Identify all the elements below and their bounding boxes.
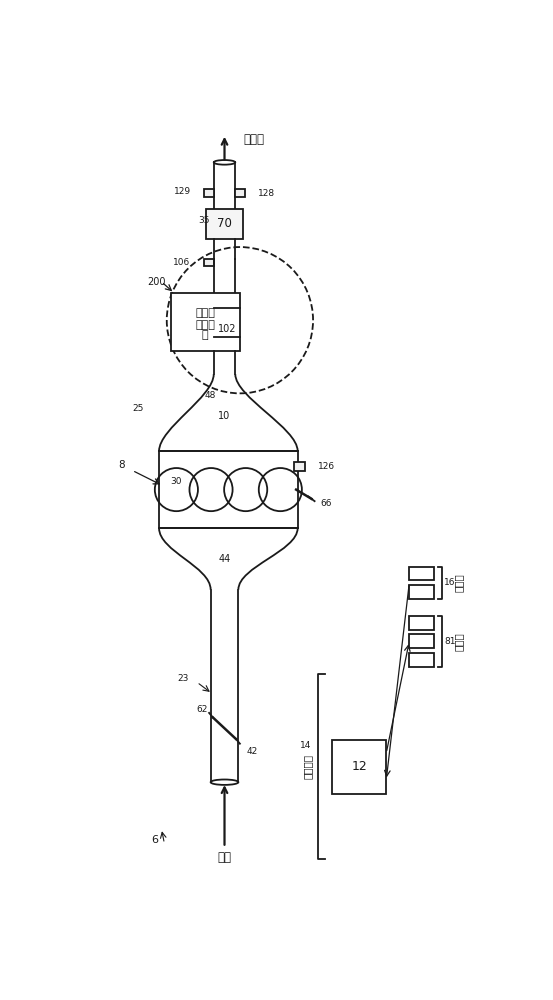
Bar <box>159 451 298 528</box>
Text: 44: 44 <box>218 554 231 564</box>
Text: 42: 42 <box>246 747 257 756</box>
Text: 129: 129 <box>174 187 191 196</box>
Text: 柴油微: 柴油微 <box>195 308 215 318</box>
Bar <box>206 209 243 239</box>
Text: 70: 70 <box>217 217 232 230</box>
Text: 25: 25 <box>132 404 144 413</box>
Text: 6: 6 <box>152 835 159 845</box>
Text: 16: 16 <box>444 578 456 587</box>
Text: 至大气: 至大气 <box>243 133 264 146</box>
Bar <box>235 189 244 197</box>
Bar <box>409 653 434 667</box>
Text: 控制系统: 控制系统 <box>302 754 312 779</box>
Text: 81: 81 <box>444 637 456 646</box>
Text: 23: 23 <box>178 674 189 683</box>
Bar <box>205 189 213 197</box>
Bar <box>294 462 305 471</box>
Text: 200: 200 <box>148 277 166 287</box>
Bar <box>171 293 240 351</box>
Text: 14: 14 <box>300 741 311 750</box>
Text: 106: 106 <box>174 258 191 267</box>
Text: 8: 8 <box>118 460 124 470</box>
Text: 进气: 进气 <box>217 851 232 864</box>
Text: 传感器: 传感器 <box>453 573 463 592</box>
Text: 12: 12 <box>351 760 367 773</box>
Text: 126: 126 <box>319 462 336 471</box>
Bar <box>409 616 434 630</box>
Text: 30: 30 <box>170 477 182 486</box>
Text: 128: 128 <box>258 189 275 198</box>
Bar <box>205 259 213 266</box>
Bar <box>332 740 386 794</box>
Bar <box>409 585 434 599</box>
Text: 62: 62 <box>196 705 207 714</box>
Bar <box>409 567 434 580</box>
Text: 10: 10 <box>218 411 231 421</box>
Text: 48: 48 <box>205 391 216 400</box>
Text: 35: 35 <box>199 216 210 225</box>
Bar <box>409 634 434 648</box>
Text: 66: 66 <box>321 499 332 508</box>
Text: 致动器: 致动器 <box>453 632 463 651</box>
Text: 粒过滤: 粒过滤 <box>195 320 215 330</box>
Text: 102: 102 <box>217 324 236 334</box>
Text: 器: 器 <box>202 330 208 340</box>
